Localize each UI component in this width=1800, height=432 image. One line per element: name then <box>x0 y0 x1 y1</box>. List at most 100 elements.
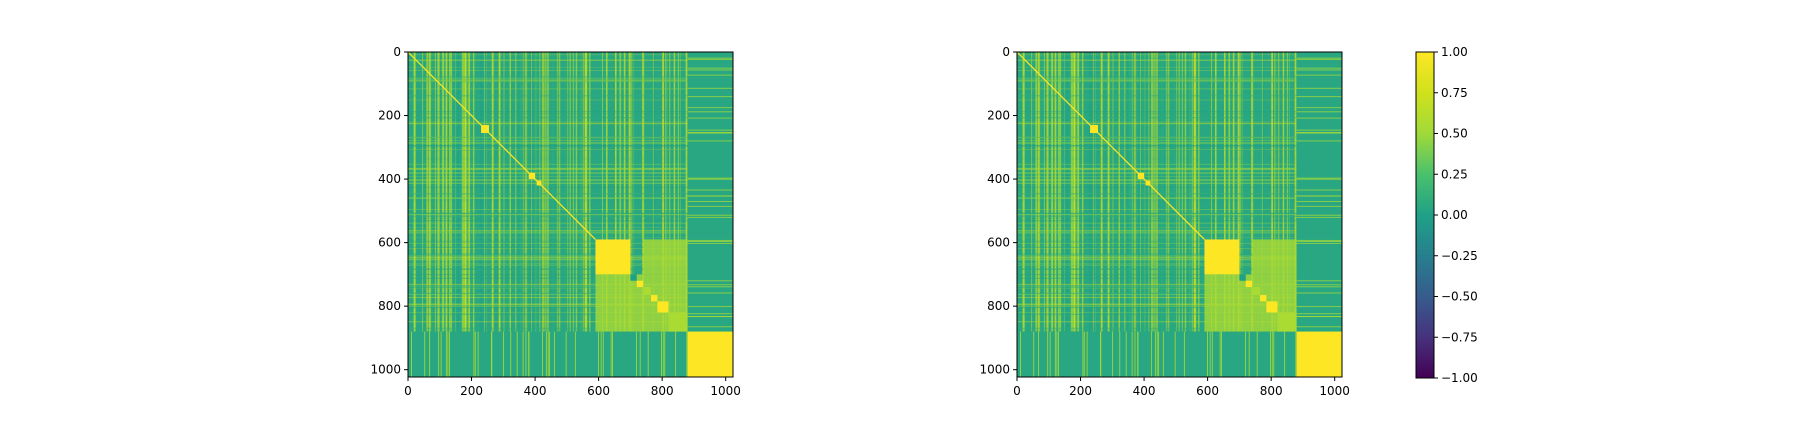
texture-stripe <box>583 52 585 332</box>
texture-stripe <box>1017 313 1297 315</box>
texture-stripe <box>1093 52 1094 332</box>
plot-frame <box>1016 51 1343 378</box>
texture-stripe <box>549 331 551 377</box>
texture-stripe <box>1112 52 1114 332</box>
cluster-region <box>1252 239 1297 275</box>
texture-stripe <box>1296 132 1342 134</box>
texture-stripe <box>408 193 688 195</box>
texture-stripe <box>1158 331 1160 377</box>
texture-stripe <box>1017 314 1297 315</box>
texture-stripe <box>559 52 561 332</box>
texture-stripe <box>525 331 527 377</box>
texture-stripe <box>1043 52 1045 332</box>
texture-stripe <box>1017 241 1297 243</box>
texture-stripe <box>1017 141 1297 144</box>
texture-stripe <box>463 52 465 332</box>
texture-stripe <box>1118 52 1120 332</box>
texture-stripe <box>687 195 733 197</box>
texture-stripe <box>1296 189 1342 191</box>
texture-stripe <box>570 52 571 332</box>
texture-stripe <box>1269 331 1271 377</box>
colorbar-tick-label: −0.75 <box>1441 330 1478 344</box>
texture-stripe <box>1017 321 1297 323</box>
texture-stripe <box>1242 52 1244 332</box>
texture-stripe <box>408 327 688 330</box>
plot-frame <box>407 51 734 378</box>
texture-stripe <box>1296 313 1342 315</box>
diagonal-block <box>687 331 733 377</box>
texture-stripe <box>545 52 547 332</box>
texture-stripe <box>1275 52 1277 332</box>
texture-stripe <box>1017 306 1297 309</box>
texture-stripe <box>408 305 688 307</box>
texture-stripe <box>1137 331 1139 377</box>
texture-stripe <box>533 52 535 332</box>
texture-stripe <box>1179 52 1180 332</box>
texture-stripe <box>1017 232 1297 234</box>
texture-stripe <box>1232 52 1235 332</box>
texture-stripe <box>1082 52 1084 332</box>
texture-stripe <box>408 220 688 222</box>
texture-stripe <box>1296 205 1342 207</box>
texture-stripe <box>1192 52 1194 332</box>
texture-stripe <box>1017 286 1297 289</box>
texture-stripe <box>1048 52 1051 332</box>
texture-stripe <box>687 140 733 142</box>
texture-stripe <box>544 52 545 332</box>
texture-stripe <box>687 306 733 308</box>
texture-stripe <box>612 331 613 377</box>
texture-stripe <box>1020 331 1021 377</box>
texture-stripe <box>1017 330 1297 332</box>
texture-stripe <box>464 52 467 332</box>
texture-stripe <box>687 316 733 318</box>
texture-stripe <box>1271 52 1274 332</box>
texture-stripe <box>526 52 528 332</box>
texture-stripe <box>1081 52 1083 332</box>
texture-stripe <box>1100 331 1101 377</box>
texture-stripe <box>687 280 733 282</box>
texture-stripe <box>616 52 618 332</box>
texture-stripe <box>516 331 518 377</box>
texture-stripe <box>1017 168 1297 170</box>
texture-stripe <box>1225 52 1227 332</box>
texture-stripe <box>1045 52 1047 332</box>
texture-stripe <box>408 167 688 169</box>
texture-stripe <box>1017 292 1297 295</box>
texture-stripe <box>1296 239 1342 241</box>
texture-stripe <box>675 331 677 377</box>
texture-stripe <box>503 52 505 332</box>
texture-stripe <box>636 331 637 377</box>
texture-stripe <box>1173 52 1176 332</box>
texture-stripe <box>408 216 688 218</box>
colorbar: 1.00 0.75 0.50 0.25 0.00 −0.25 −0.50 −0.75 −1.00 <box>1415 45 1478 385</box>
texture-stripe <box>1017 311 1297 313</box>
texture-stripe <box>408 258 688 261</box>
texture-stripe <box>1148 52 1150 332</box>
texture-stripe <box>516 52 517 332</box>
texture-stripe <box>1033 331 1035 377</box>
texture-stripe <box>528 331 530 377</box>
texture-stripe <box>1017 327 1297 330</box>
texture-stripe <box>1296 286 1342 288</box>
texture-stripe <box>1017 303 1297 305</box>
y-tick-label: 600 <box>378 236 401 250</box>
texture-stripe <box>408 253 688 255</box>
texture-stripe <box>569 52 571 332</box>
texture-stripe <box>1017 59 1297 61</box>
texture-stripe <box>1174 331 1176 377</box>
texture-stripe <box>408 255 688 257</box>
texture-stripe <box>555 52 557 332</box>
texture-stripe <box>1023 52 1025 332</box>
texture-stripe <box>1282 52 1285 332</box>
x-tick-label: 200 <box>460 384 483 398</box>
texture-stripe <box>632 52 633 332</box>
texture-stripe <box>408 222 688 224</box>
y-tick-label: 400 <box>987 172 1010 186</box>
x-tick-label: 800 <box>1260 384 1283 398</box>
texture-stripe <box>1274 52 1276 332</box>
texture-stripe <box>1017 182 1297 184</box>
texture-stripe <box>1017 111 1297 112</box>
texture-stripe <box>408 179 688 181</box>
texture-stripe <box>1296 316 1342 318</box>
